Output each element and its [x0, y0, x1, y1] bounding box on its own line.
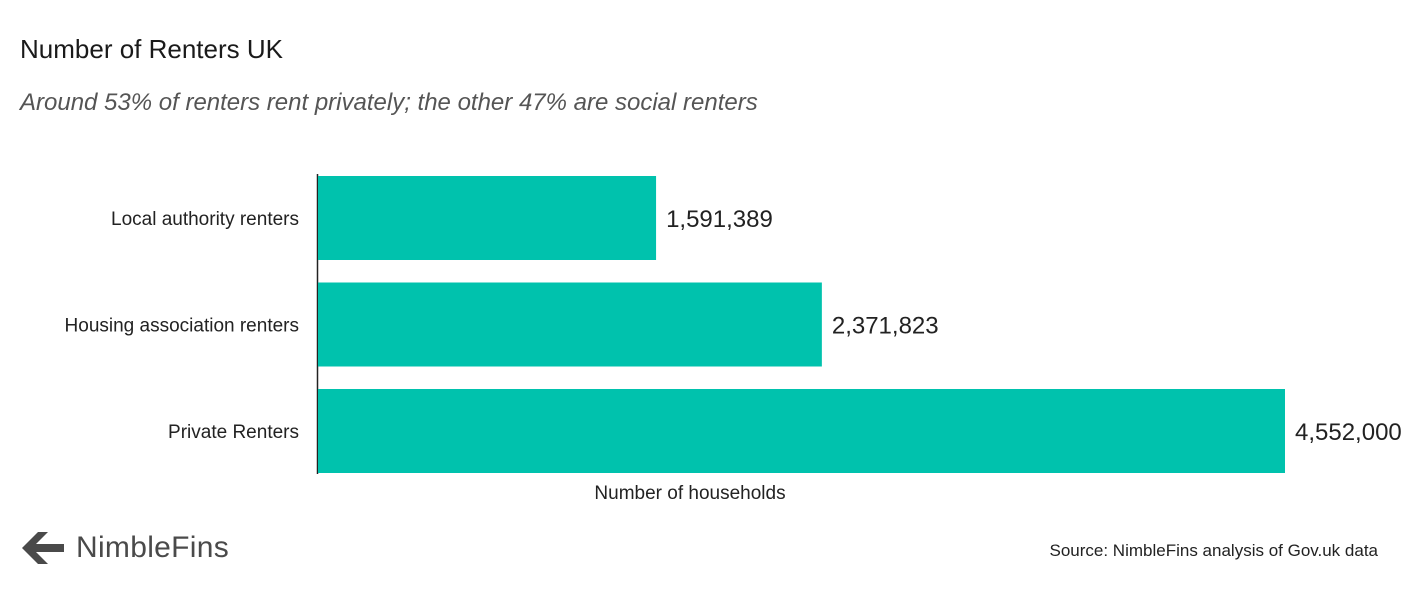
x-axis-title: Number of households [594, 483, 785, 504]
chart-title: Number of Renters UK [20, 34, 283, 64]
value-label-0: 1,591,389 [666, 206, 773, 233]
category-label-1: Housing association renters [65, 316, 299, 337]
category-label-0: Local authority renters [111, 209, 299, 230]
value-label-2: 4,552,000 [1295, 419, 1402, 446]
source-note: Source: NimbleFins analysis of Gov.uk da… [1049, 541, 1379, 560]
value-label-1: 2,371,823 [832, 313, 939, 340]
brand-name: NimbleFins [76, 531, 230, 564]
bar-1 [318, 282, 822, 367]
category-label-2: Private Renters [168, 422, 299, 443]
chart-subtitle: Around 53% of renters rent privately; th… [20, 89, 758, 116]
nimblefins-logo-icon [22, 532, 64, 564]
bar-0 [318, 176, 657, 260]
bar-2 [318, 389, 1285, 473]
brand-logo: NimbleFins [20, 528, 229, 568]
